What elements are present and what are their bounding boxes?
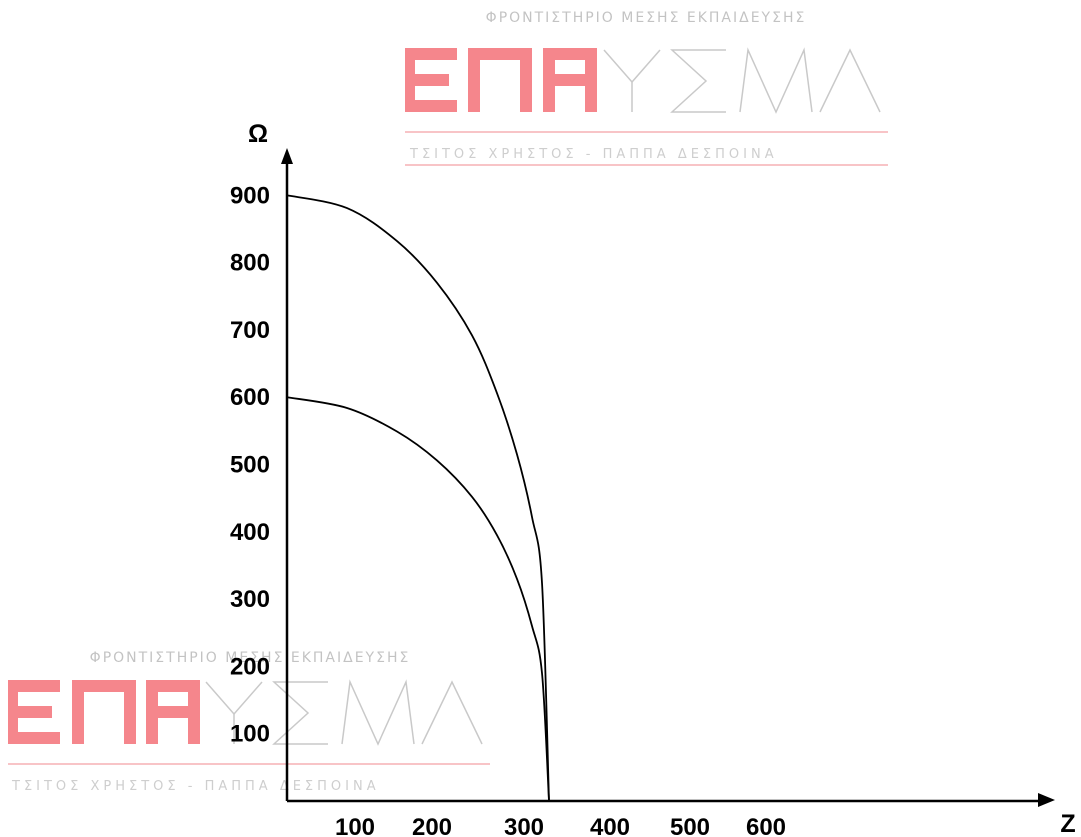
x-axis-title: Z <box>1060 810 1075 837</box>
watermark-top: ΦΡΟΝΤΙΣΤΗΡΙΟ ΜΕΣΗΣ ΕΚΠΑΙΔΕΥΣΗΣ <box>405 10 888 166</box>
y-tick-label: 600 <box>230 384 270 411</box>
y-tick-label: 900 <box>230 182 270 209</box>
x-tick-label: 300 <box>504 814 544 837</box>
y-tick-labels: 100 200 300 400 500 600 700 800 900 <box>230 182 270 747</box>
y-tick-label: 700 <box>230 317 270 344</box>
y-axis-arrow <box>281 148 293 164</box>
x-tick-label: 400 <box>590 814 630 837</box>
y-tick-label: 100 <box>230 721 270 748</box>
y-tick-label: 400 <box>230 519 270 546</box>
x-tick-label: 200 <box>412 814 452 837</box>
watermark-bottom-subcaption: ΤΣΙΤΟΣ ΧΡΗΣΤΟΣ - ΠΑΠΠΑ ΔΕΣΠΟΙΝΑ <box>11 779 380 794</box>
x-tick-label: 600 <box>746 814 786 837</box>
x-axis-arrow <box>1038 793 1055 807</box>
watermark-bottom-greek <box>205 679 483 746</box>
watermark-bottom-logo <box>8 680 200 744</box>
x-tick-label: 100 <box>335 814 375 837</box>
watermark-bottom-caption: ΦΡΟΝΤΙΣΤΗΡΙΟ ΜΕΣΗΣ ΕΚΠΑΙΔΕΥΣΗΣ <box>90 650 411 666</box>
y-tick-label: 200 <box>230 653 270 680</box>
y-tick-label: 300 <box>230 586 270 613</box>
y-axis-title: Ω <box>248 120 268 148</box>
series-curve-2 <box>286 396 550 802</box>
watermark-bottom: ΦΡΟΝΤΙΣΤΗΡΙΟ ΜΕΣΗΣ ΕΚΠΑΙΔΕΥΣΗΣ ΤΣΙΤΟΣ ΧΡ… <box>8 650 490 794</box>
y-tick-label: 800 <box>230 250 270 277</box>
watermark-top-greek <box>603 47 881 114</box>
watermark-top-subcaption: ΤΣΙΤΟΣ ΧΡΗΣΤΟΣ - ΠΑΠΠΑ ΔΕΣΠΟΙΝΑ <box>409 147 778 162</box>
watermark-top-caption: ΦΡΟΝΤΙΣΤΗΡΙΟ ΜΕΣΗΣ ΕΚΠΑΙΔΕΥΣΗΣ <box>486 10 807 26</box>
x-tick-label: 500 <box>670 814 710 837</box>
x-tick-labels: 100 200 300 400 500 600 <box>335 814 786 837</box>
axes <box>281 148 1055 807</box>
series-curve-1 <box>286 194 550 802</box>
series-group <box>286 194 550 802</box>
y-tick-label: 500 <box>230 452 270 479</box>
watermark-top-logo <box>405 48 597 112</box>
